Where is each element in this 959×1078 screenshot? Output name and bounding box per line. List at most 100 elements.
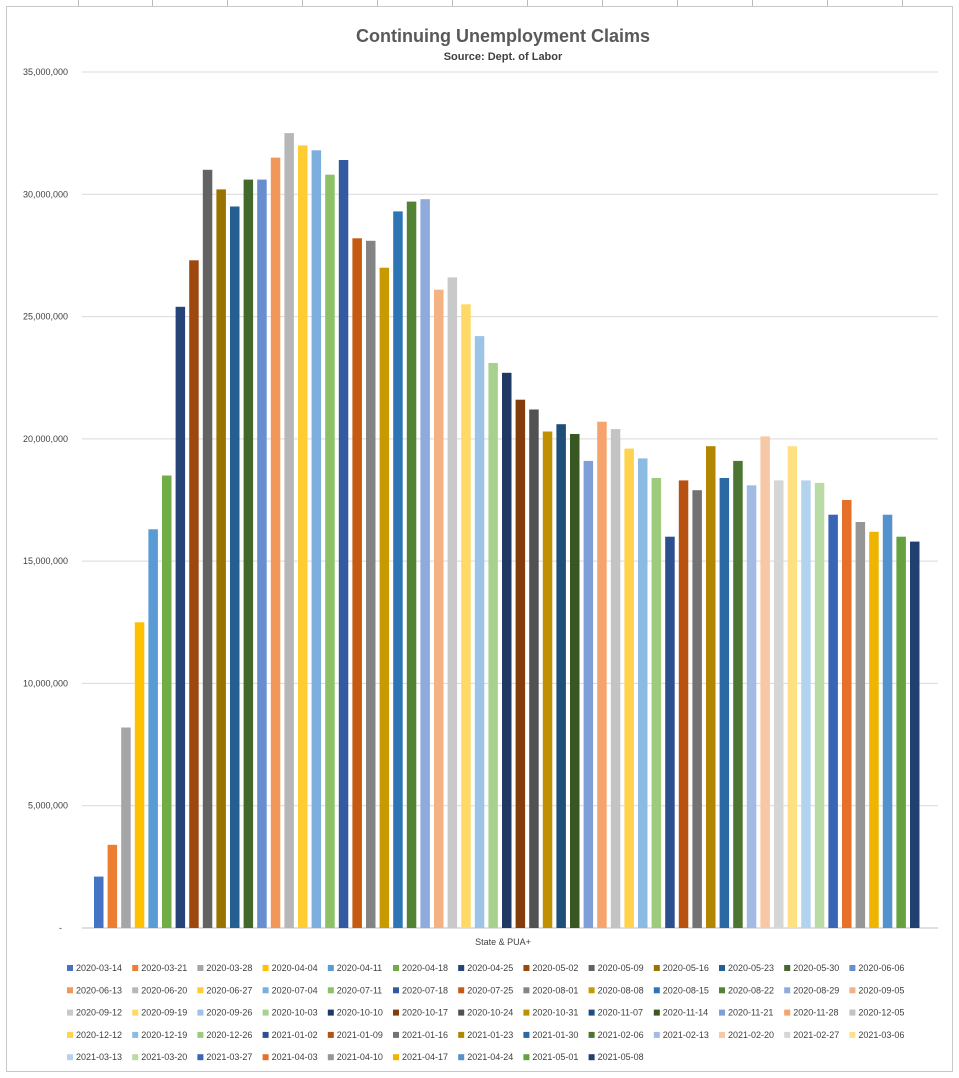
top-tick (152, 0, 153, 6)
bar-2020-03-28 (121, 727, 131, 928)
legend-label: 2021-05-01 (532, 1052, 578, 1062)
legend-swatch (523, 1009, 530, 1016)
legend-swatch (262, 1054, 269, 1061)
legend-label: 2021-04-17 (402, 1052, 448, 1062)
bar-2020-08-22 (406, 201, 417, 929)
bar-2020-12-05 (610, 429, 621, 928)
legend-swatch (132, 965, 139, 971)
legend-label: 2021-01-09 (337, 1030, 383, 1040)
legend-label: 2021-04-24 (467, 1052, 513, 1062)
top-tick (827, 0, 828, 6)
legend-label: 2020-08-29 (793, 985, 839, 995)
legend-swatch (458, 1054, 465, 1061)
legend-label: 2020-09-12 (76, 1008, 122, 1018)
legend-swatch (523, 965, 530, 971)
bar-2021-02-20 (760, 436, 770, 928)
legend-swatch (458, 987, 465, 994)
y-tick-label: 5,000,000 (28, 801, 68, 811)
legend-label: 2021-02-27 (793, 1030, 839, 1040)
bar-2020-11-14 (570, 434, 580, 928)
bar-2020-11-28 (597, 421, 607, 928)
bar-2020-07-11 (325, 174, 335, 928)
legend-swatch (67, 1009, 73, 1016)
legend-swatch (327, 965, 334, 971)
top-tick (302, 0, 303, 6)
legend-swatch (784, 1031, 791, 1038)
bar-2020-05-02 (189, 260, 199, 928)
bar-2020-10-17 (515, 399, 526, 928)
legend-label: 2020-12-26 (206, 1030, 252, 1040)
legend-swatch (197, 1009, 204, 1016)
bar-2021-01-16 (692, 490, 702, 928)
bar-2021-05-01 (896, 536, 906, 928)
top-tick (227, 0, 228, 6)
bar-2020-03-14 (94, 876, 104, 928)
chart-title: Continuing Unemployment Claims (356, 26, 650, 46)
bar-2020-07-25 (352, 238, 362, 929)
legend-swatch (784, 1009, 791, 1016)
legend-swatch (719, 965, 725, 971)
y-tick-label: 35,000,000 (23, 67, 68, 77)
legend-swatch (393, 987, 399, 994)
y-axis: 35,000,000 30,000,000 25,000,000 20,000,000… (23, 67, 68, 933)
bar-2021-05-08 (910, 541, 920, 928)
legend-swatch (784, 965, 791, 971)
bar-2020-04-11 (148, 529, 158, 928)
legend-label: 2020-04-18 (402, 963, 448, 973)
bar-2020-07-18 (338, 160, 349, 928)
legend-label: 2021-05-08 (598, 1052, 644, 1062)
legend-swatch (523, 1031, 530, 1038)
legend-swatch (719, 987, 725, 994)
legend-swatch (653, 1009, 660, 1016)
bar-2021-03-13 (801, 480, 811, 928)
legend-swatch (67, 1054, 73, 1061)
legend-label: 2020-05-30 (793, 963, 839, 973)
legend-swatch (588, 1031, 595, 1038)
legend-label: 2021-02-06 (598, 1030, 644, 1040)
legend-swatch (262, 987, 269, 994)
legend-label: 2021-01-30 (532, 1030, 578, 1040)
legend-swatch (653, 1031, 660, 1038)
legend-label: 2020-07-18 (402, 985, 448, 995)
legend-swatch (67, 987, 73, 994)
legend-swatch (588, 1009, 595, 1016)
bar-2021-04-24 (882, 514, 893, 928)
y-tick-label: 25,000,000 (23, 312, 68, 322)
legend-swatch (849, 987, 856, 994)
bar-2020-08-08 (379, 267, 390, 928)
legend-label: 2020-11-14 (663, 1008, 708, 1018)
bar-2020-05-16 (216, 189, 226, 928)
legend-label: 2020-08-08 (598, 985, 644, 995)
legend-label: 2020-05-23 (728, 963, 774, 973)
legend-label: 2020-04-04 (272, 963, 318, 973)
legend-swatch (132, 1031, 139, 1038)
bar-2021-04-17 (869, 531, 879, 928)
bar-2020-10-31 (542, 431, 553, 928)
legend-label: 2020-03-14 (76, 963, 122, 973)
legend-label: 2021-03-20 (141, 1052, 187, 1062)
bar-2020-09-05 (434, 289, 444, 928)
legend-swatch (262, 1031, 269, 1038)
bar-2020-05-30 (243, 179, 254, 929)
bar-2020-03-21 (107, 844, 118, 928)
legend-label: 2021-04-10 (337, 1052, 383, 1062)
bar-2020-04-18 (162, 475, 172, 928)
legend-label: 2020-10-10 (337, 1008, 383, 1018)
y-tick-label: 30,000,000 (23, 189, 68, 199)
bar-2021-01-23 (706, 446, 716, 928)
bar-2021-02-13 (746, 485, 757, 928)
bar-2020-08-29 (420, 199, 430, 928)
legend-swatch (132, 1009, 139, 1016)
bar-2020-10-10 (502, 372, 512, 928)
legend-swatch (458, 965, 465, 971)
legend-label: 2021-03-27 (206, 1052, 252, 1062)
legend-swatch (393, 1054, 399, 1061)
legend-label: 2020-12-05 (858, 1008, 904, 1018)
legend-swatch (262, 965, 269, 971)
legend-label: 2020-06-06 (858, 963, 904, 973)
bars (94, 133, 920, 929)
legend-label: 2020-05-09 (598, 963, 644, 973)
bar-2020-09-12 (447, 277, 458, 928)
legend-label: 2020-07-04 (272, 985, 318, 995)
